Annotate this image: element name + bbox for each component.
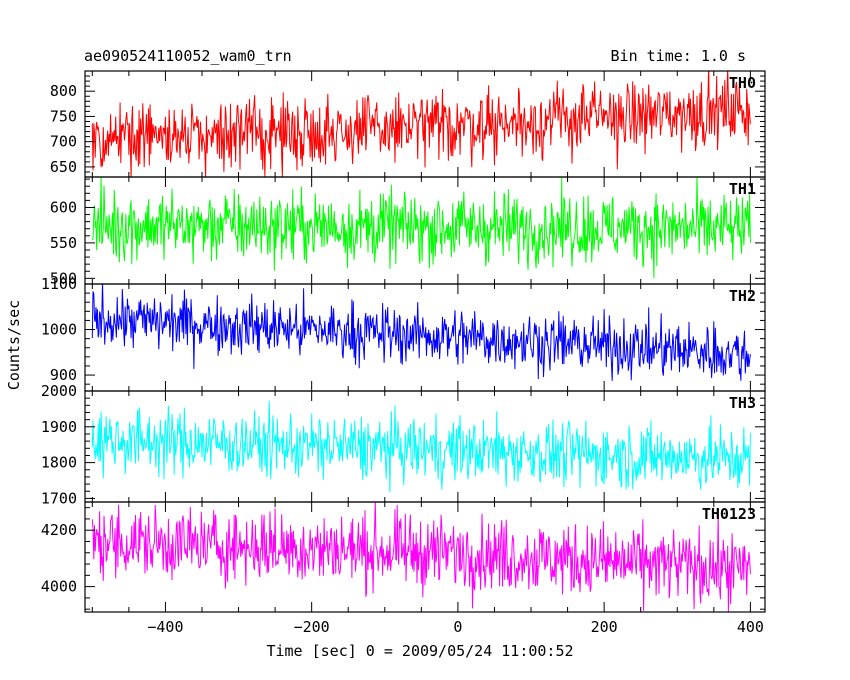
series-line-th3: [91, 400, 751, 493]
y-tick-label: 600: [50, 198, 77, 216]
series-line-th2: [91, 284, 751, 381]
series-line-th0123: [91, 502, 751, 612]
y-tick-label: 2000: [41, 382, 77, 400]
panel-frame: [84, 176, 766, 285]
y-tick-label: 1800: [41, 454, 77, 472]
panel-label-th2: TH2: [729, 287, 756, 305]
y-tick-label: 800: [50, 82, 77, 100]
y-tick-label: 650: [50, 158, 77, 176]
y-tick-label: 1000: [41, 321, 77, 339]
y-tick-label: 1700: [41, 489, 77, 507]
y-tick-label: 900: [50, 366, 77, 384]
x-tick-label: −200: [294, 618, 330, 636]
panel-label-th0123: TH0123: [702, 505, 756, 523]
series-line-th1: [91, 177, 751, 279]
y-axis-label: Counts/sec: [5, 300, 23, 390]
x-axis-label: Time [sec] 0 = 2009/05/24 11:00:52: [266, 642, 573, 660]
y-tick-label: 550: [50, 234, 77, 252]
y-tick-label: 4000: [41, 578, 77, 596]
chart-title: ae090524110052_wam0_trn: [84, 47, 292, 65]
y-tick-label: 500: [50, 269, 77, 287]
x-tick-label: 400: [737, 618, 764, 636]
y-tick-label: 1900: [41, 418, 77, 436]
panel-label-th1: TH1: [729, 180, 756, 198]
bin-time-label: Bin time: 1.0 s: [611, 47, 746, 65]
y-tick-label: 700: [50, 133, 77, 151]
y-tick-label: 750: [50, 107, 77, 125]
panel-frame: [84, 501, 766, 613]
panel-label-th3: TH3: [729, 394, 756, 412]
y-tick-label: 1100: [41, 275, 77, 293]
y-tick-label: 4200: [41, 521, 77, 539]
series-line-th0: [91, 71, 751, 177]
x-tick-label: −400: [147, 618, 183, 636]
x-tick-label: 0: [453, 618, 462, 636]
panel-label-th0: TH0: [729, 74, 756, 92]
x-tick-label: 200: [591, 618, 618, 636]
